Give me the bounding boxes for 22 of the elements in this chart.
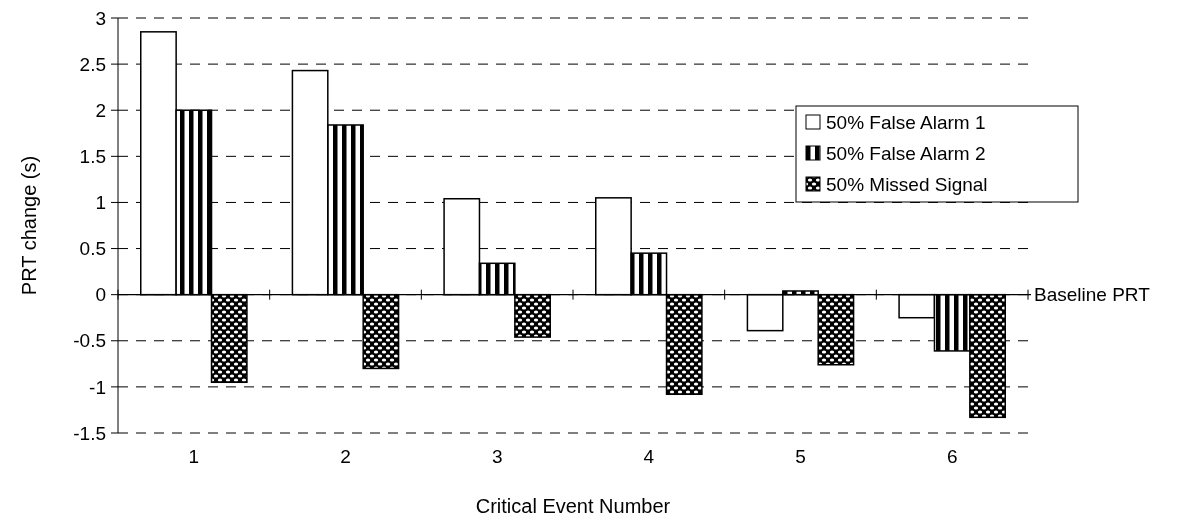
x-tick-label: 1 [188, 446, 200, 467]
y-axis-title: PRT change (s) [18, 155, 40, 296]
y-tick-label: 1.5 [79, 145, 106, 167]
y-tick-label: 0 [95, 284, 106, 306]
y-tick-label: -0.5 [73, 330, 106, 352]
y-tick-label: 1 [95, 192, 106, 214]
x-axis-title: Critical Event Number [475, 495, 671, 517]
legend-label: 50% False Alarm 2 [826, 142, 986, 164]
x-tick-label: 3 [491, 446, 503, 467]
ref-line-label: Baseline PRT [1034, 284, 1151, 306]
x-tick-label: 5 [795, 446, 806, 467]
y-tick-label: 2.5 [79, 53, 106, 75]
y-tick-label: -1.5 [73, 422, 106, 444]
y-tick-label: 3 [95, 7, 106, 29]
x-tick-label: 4 [643, 446, 655, 467]
x-tick-label: 2 [340, 446, 351, 467]
x-tick-label: 6 [946, 446, 958, 467]
legend-label: 50% Missed Signal [826, 173, 988, 195]
legend-label: 50% False Alarm 1 [826, 111, 986, 133]
y-tick-label: 2 [95, 99, 106, 121]
y-tick-label: 0.5 [79, 238, 106, 260]
y-tick-label: -1 [89, 376, 106, 398]
